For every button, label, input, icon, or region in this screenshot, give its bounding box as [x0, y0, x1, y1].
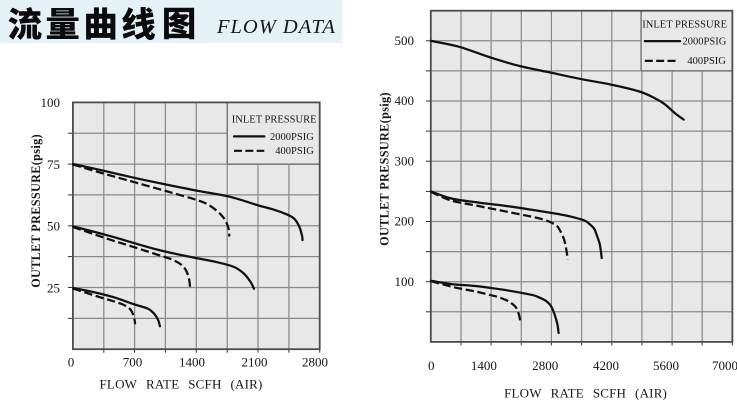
svg-text:400PSIG: 400PSIG — [275, 146, 314, 157]
svg-text:2100: 2100 — [242, 355, 268, 370]
svg-text:INLET PRESSURE: INLET PRESSURE — [232, 115, 317, 126]
svg-text:5600: 5600 — [653, 358, 679, 373]
svg-text:7000: 7000 — [712, 358, 737, 373]
svg-text:200: 200 — [395, 214, 415, 229]
svg-text:500: 500 — [395, 33, 415, 48]
svg-text:25: 25 — [47, 280, 60, 295]
svg-text:FLOW DATA: FLOW DATA — [216, 16, 336, 38]
svg-text:0: 0 — [68, 355, 75, 370]
svg-text:300: 300 — [395, 153, 415, 168]
svg-text:OUTLET PRESSURE(psig): OUTLET PRESSURE(psig) — [378, 92, 392, 246]
svg-text:100: 100 — [395, 274, 415, 289]
svg-text:2800: 2800 — [532, 358, 558, 373]
svg-text:4200: 4200 — [593, 358, 619, 373]
svg-text:700: 700 — [123, 355, 143, 370]
svg-text:FLOW RATE SCFH (AIR): FLOW RATE SCFH (AIR) — [100, 376, 263, 391]
svg-text:1400: 1400 — [471, 358, 497, 373]
svg-text:FLOW RATE SCFH (AIR): FLOW RATE SCFH (AIR) — [504, 385, 667, 400]
svg-text:100: 100 — [41, 95, 61, 110]
svg-text:50: 50 — [47, 219, 60, 234]
svg-text:2000PSIG: 2000PSIG — [683, 37, 727, 48]
svg-text:1400: 1400 — [179, 355, 205, 370]
svg-text:400PSIG: 400PSIG — [687, 56, 726, 67]
svg-text:0: 0 — [428, 358, 435, 373]
svg-text:INLET PRESSURE: INLET PRESSURE — [642, 19, 727, 30]
svg-text:75: 75 — [47, 157, 60, 172]
svg-text:OUTLET PRESSURE(psig): OUTLET PRESSURE(psig) — [29, 134, 43, 288]
svg-text:2800: 2800 — [302, 355, 328, 370]
svg-text:2000PSIG: 2000PSIG — [270, 132, 314, 143]
svg-text:400: 400 — [395, 93, 415, 108]
